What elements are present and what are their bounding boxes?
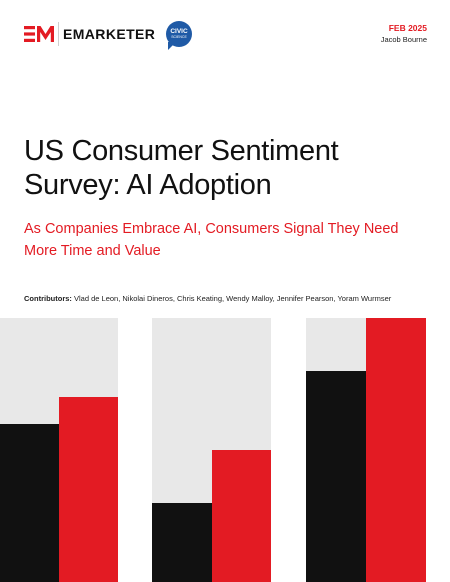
contributors-label: Contributors: bbox=[24, 294, 72, 303]
contributors-names: Vlad de Leon, Nikolai Dineros, Chris Kea… bbox=[74, 294, 392, 303]
partner-logo-line1: CIVIC bbox=[170, 27, 188, 35]
emarketer-logo-icon bbox=[24, 26, 54, 42]
bar-group-3 bbox=[306, 318, 426, 582]
bar-group-3-black-bar bbox=[306, 371, 366, 582]
bar-group-1 bbox=[0, 318, 118, 582]
bar-group-3-red-bar bbox=[366, 318, 426, 582]
bar-group-2 bbox=[152, 318, 271, 582]
bar-group-1-black-bar bbox=[0, 424, 59, 582]
logo-divider bbox=[58, 22, 59, 46]
partner-logo-line2: SCIENCE bbox=[171, 35, 187, 39]
speech-tail-icon bbox=[168, 42, 176, 50]
author-name: Jacob Bourne bbox=[380, 35, 427, 44]
report-title: US Consumer Sentiment Survey: AI Adoptio… bbox=[24, 135, 339, 201]
brand-wordmark: EMARKETER bbox=[63, 26, 156, 42]
decorative-bar-graphic bbox=[0, 318, 450, 582]
publish-date: FEB 2025 bbox=[388, 23, 427, 33]
bar-group-1-red-bar bbox=[59, 397, 118, 582]
report-subtitle: As Companies Embrace AI, Consumers Signa… bbox=[24, 221, 399, 259]
bar-group-2-red-bar bbox=[212, 450, 271, 582]
bar-group-2-black-bar bbox=[152, 503, 212, 582]
contributors-line: Contributors: Vlad de Leon, Nikolai Dine… bbox=[24, 294, 434, 303]
report-header: EMARKETER CIVIC SCIENCE FEB 2025 Jacob B… bbox=[0, 0, 450, 60]
